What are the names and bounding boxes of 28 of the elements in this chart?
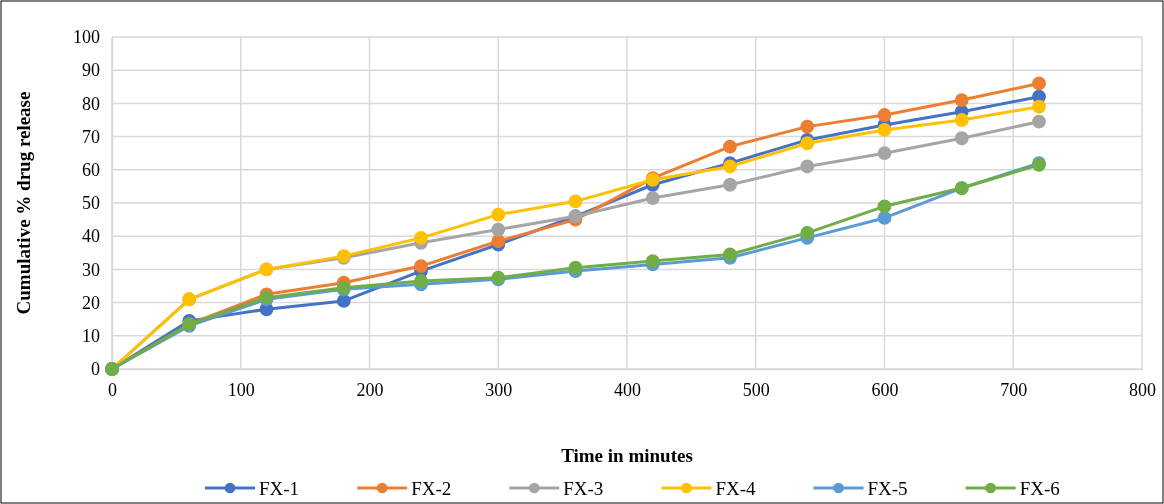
legend-label: FX-6 xyxy=(1019,478,1060,499)
x-tick-label: 800 xyxy=(1129,379,1156,400)
x-tick-label: 500 xyxy=(742,379,770,400)
x-tick-label: 100 xyxy=(227,379,255,400)
y-tick-label: 60 xyxy=(82,160,100,181)
x-tick-label: 200 xyxy=(356,379,384,400)
legend-label: FX-2 xyxy=(411,478,452,499)
legend-label: FX-3 xyxy=(563,478,604,499)
x-tick-label: 600 xyxy=(871,379,899,400)
legend-label: FX-5 xyxy=(867,478,908,499)
y-tick-label: 90 xyxy=(82,60,100,81)
y-tick-label: 50 xyxy=(82,193,100,214)
x-tick-label: 700 xyxy=(1000,379,1028,400)
legend-label: FX-1 xyxy=(259,478,300,499)
y-tick-label: 40 xyxy=(82,226,100,247)
x-axis-title: Time in minutes xyxy=(561,445,693,466)
y-axis-title: Cumulative % drug release xyxy=(13,91,34,315)
y-tick-label: 20 xyxy=(82,292,100,313)
legend-label: FX-4 xyxy=(715,478,756,499)
x-tick-label: 400 xyxy=(614,379,641,400)
y-tick-label: 0 xyxy=(91,359,100,380)
y-tick-label: 80 xyxy=(82,93,100,114)
y-tick-label: 70 xyxy=(82,126,100,147)
x-tick-label: 0 xyxy=(108,379,117,400)
x-tick-label: 300 xyxy=(485,379,513,400)
y-tick-label: 10 xyxy=(82,326,100,347)
y-tick-label: 100 xyxy=(73,27,100,48)
y-tick-label: 30 xyxy=(82,259,100,280)
